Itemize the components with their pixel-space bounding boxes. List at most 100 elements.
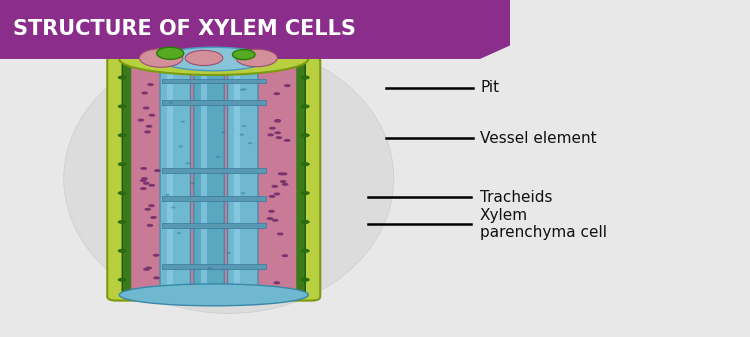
Circle shape — [239, 134, 244, 136]
Circle shape — [190, 183, 195, 185]
Circle shape — [284, 84, 291, 87]
Circle shape — [142, 92, 148, 95]
Ellipse shape — [185, 50, 223, 65]
Ellipse shape — [236, 49, 278, 67]
Circle shape — [144, 130, 151, 133]
Circle shape — [275, 136, 282, 139]
Ellipse shape — [159, 47, 268, 71]
Circle shape — [168, 102, 172, 104]
Circle shape — [154, 169, 160, 172]
Circle shape — [178, 146, 183, 148]
Ellipse shape — [119, 284, 308, 306]
Circle shape — [143, 268, 150, 271]
Circle shape — [278, 172, 284, 175]
Circle shape — [185, 162, 190, 164]
Bar — [161, 79, 266, 83]
Circle shape — [148, 114, 155, 117]
FancyBboxPatch shape — [122, 60, 305, 297]
Polygon shape — [0, 0, 510, 59]
Text: Xylem
parenchyma cell: Xylem parenchyma cell — [480, 208, 607, 240]
FancyBboxPatch shape — [228, 68, 258, 289]
Circle shape — [146, 125, 152, 128]
Circle shape — [301, 104, 310, 109]
Circle shape — [242, 88, 247, 90]
Text: Tracheids: Tracheids — [480, 190, 553, 205]
Text: Pit: Pit — [480, 80, 500, 95]
Ellipse shape — [64, 44, 394, 313]
Circle shape — [118, 278, 127, 282]
Circle shape — [280, 180, 286, 183]
Circle shape — [301, 249, 310, 253]
FancyBboxPatch shape — [131, 63, 296, 294]
Circle shape — [240, 89, 244, 91]
Circle shape — [140, 187, 147, 190]
Circle shape — [282, 183, 289, 186]
Circle shape — [118, 75, 127, 80]
Circle shape — [241, 192, 245, 194]
Circle shape — [118, 104, 127, 109]
Bar — [200, 72, 206, 285]
Bar — [161, 264, 266, 269]
Circle shape — [157, 47, 184, 59]
Circle shape — [232, 50, 255, 60]
Bar — [161, 196, 266, 201]
Circle shape — [140, 167, 147, 170]
Circle shape — [267, 133, 274, 136]
Circle shape — [274, 92, 280, 95]
Circle shape — [301, 191, 310, 195]
Circle shape — [146, 267, 152, 270]
Circle shape — [118, 249, 127, 253]
Circle shape — [146, 224, 153, 227]
Circle shape — [269, 127, 276, 130]
Ellipse shape — [140, 49, 183, 67]
Circle shape — [274, 281, 280, 284]
Circle shape — [277, 233, 284, 236]
Text: STRUCTURE OF XYLEM CELLS: STRUCTURE OF XYLEM CELLS — [13, 20, 356, 39]
Circle shape — [301, 278, 310, 282]
Circle shape — [148, 204, 155, 207]
Circle shape — [272, 185, 278, 188]
Circle shape — [301, 220, 310, 224]
Bar — [161, 100, 266, 105]
Bar — [234, 72, 241, 285]
Bar — [166, 72, 172, 285]
Circle shape — [153, 254, 160, 257]
Circle shape — [142, 106, 149, 110]
Circle shape — [284, 139, 290, 142]
Circle shape — [266, 217, 273, 220]
Circle shape — [147, 83, 154, 86]
Circle shape — [145, 208, 152, 211]
Circle shape — [301, 75, 310, 80]
Circle shape — [208, 268, 212, 270]
Circle shape — [118, 133, 127, 137]
Circle shape — [153, 276, 160, 279]
FancyBboxPatch shape — [194, 68, 224, 289]
Circle shape — [274, 120, 280, 123]
Circle shape — [140, 179, 146, 182]
Circle shape — [301, 162, 310, 166]
Bar — [161, 223, 266, 228]
Circle shape — [118, 162, 127, 166]
Circle shape — [215, 156, 220, 158]
Circle shape — [165, 194, 170, 196]
Circle shape — [118, 220, 127, 224]
Circle shape — [272, 219, 278, 222]
Circle shape — [181, 121, 185, 123]
Circle shape — [176, 232, 181, 234]
Circle shape — [226, 252, 231, 254]
Text: Vessel element: Vessel element — [480, 131, 597, 146]
Circle shape — [137, 119, 144, 122]
Circle shape — [274, 131, 281, 134]
Circle shape — [118, 191, 127, 195]
Circle shape — [274, 192, 280, 195]
Circle shape — [242, 125, 246, 127]
Circle shape — [171, 207, 176, 209]
Circle shape — [141, 177, 148, 180]
Bar — [161, 168, 266, 173]
FancyBboxPatch shape — [160, 68, 190, 289]
Circle shape — [281, 254, 288, 257]
Circle shape — [280, 173, 287, 176]
Circle shape — [268, 210, 275, 213]
Circle shape — [143, 182, 150, 185]
Circle shape — [274, 119, 281, 122]
